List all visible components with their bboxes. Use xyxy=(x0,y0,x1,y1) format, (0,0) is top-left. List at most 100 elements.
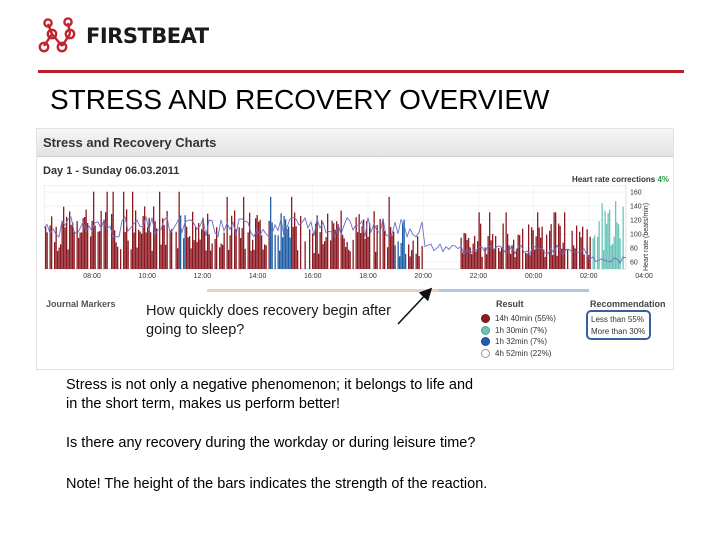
recommendation-label: Recommendation xyxy=(590,299,666,309)
bar xyxy=(262,249,264,269)
bar xyxy=(366,221,368,269)
bar xyxy=(516,248,518,269)
result-text: 14h 40min (55%) xyxy=(495,314,556,324)
bar xyxy=(51,216,53,269)
result-label: Result xyxy=(496,299,524,309)
bar xyxy=(514,257,516,269)
bar xyxy=(163,224,165,269)
bar xyxy=(204,231,206,269)
stress-dot-icon xyxy=(481,314,490,324)
bar xyxy=(147,227,149,269)
bar xyxy=(348,249,350,269)
bar xyxy=(309,229,311,269)
bar xyxy=(177,248,179,269)
bar xyxy=(261,235,263,269)
bar xyxy=(333,223,335,269)
bar xyxy=(114,230,116,269)
bar xyxy=(280,213,282,269)
bar xyxy=(49,225,51,269)
bar xyxy=(187,237,189,269)
bar xyxy=(318,253,320,269)
bar xyxy=(466,239,468,269)
bar xyxy=(588,255,590,269)
bar xyxy=(84,217,86,269)
bar xyxy=(165,244,167,269)
bar xyxy=(73,231,75,269)
x-tick-label: 22:00 xyxy=(470,273,488,280)
x-tick-label: 04:00 xyxy=(635,273,653,280)
bar xyxy=(508,245,510,269)
x-tick-label: 02:00 xyxy=(580,273,598,280)
bar xyxy=(184,215,186,269)
bar xyxy=(171,229,173,269)
bar xyxy=(604,210,606,269)
bar xyxy=(93,191,95,269)
bar xyxy=(159,191,161,269)
bar xyxy=(297,250,299,269)
bar xyxy=(321,220,323,269)
bar xyxy=(285,219,287,269)
bar xyxy=(138,229,140,269)
bar xyxy=(139,231,141,269)
bar xyxy=(141,233,143,269)
bar xyxy=(592,238,594,269)
bar xyxy=(70,224,72,269)
bar xyxy=(480,223,482,269)
bar xyxy=(613,236,615,269)
bar xyxy=(576,225,578,269)
x-tick-labels: 08:00 10:00 12:00 14:00 16:00 18:00 20:00 22:00… xyxy=(83,273,653,280)
bar xyxy=(379,219,381,269)
slide-title: STRESS AND RECOVERY OVERVIEW xyxy=(50,84,550,115)
bar xyxy=(63,206,65,269)
bar xyxy=(556,255,558,269)
bar xyxy=(391,235,393,269)
bar xyxy=(511,245,513,269)
bar xyxy=(499,251,501,269)
bar xyxy=(255,218,257,269)
bar xyxy=(268,220,270,269)
bar xyxy=(178,191,180,269)
bar xyxy=(211,243,213,269)
bar xyxy=(582,226,584,269)
bar xyxy=(148,217,150,269)
callout-box: How quickly does recovery begin after go… xyxy=(140,294,406,346)
bar xyxy=(105,212,107,269)
bar xyxy=(552,254,554,269)
bar xyxy=(330,240,332,269)
bar xyxy=(502,223,504,269)
bar xyxy=(469,247,471,269)
bar xyxy=(175,231,177,269)
bar xyxy=(537,212,539,269)
result-item-stress: 14h 40min (55%) xyxy=(481,313,556,325)
bar xyxy=(156,228,158,269)
bar xyxy=(487,235,489,269)
bar xyxy=(46,232,48,269)
bar xyxy=(180,215,182,269)
result-item-recovery: 1h 30min (7%) xyxy=(481,325,556,337)
bar xyxy=(405,253,407,269)
bar xyxy=(258,221,260,269)
bar xyxy=(67,249,69,269)
bar xyxy=(562,242,564,269)
bar xyxy=(369,223,371,269)
bar xyxy=(408,244,410,269)
journal-marker-strip xyxy=(207,289,439,292)
bar xyxy=(117,246,119,269)
bar xyxy=(612,243,614,269)
bar xyxy=(528,224,530,269)
bar xyxy=(135,210,137,269)
bar xyxy=(207,213,209,269)
bar xyxy=(492,234,494,269)
bar xyxy=(561,248,563,269)
bar xyxy=(543,249,545,269)
bar xyxy=(69,211,71,269)
bar xyxy=(208,234,210,269)
bar xyxy=(169,230,171,269)
bar xyxy=(201,229,203,269)
result-item-activity: 1h 32min (7%) xyxy=(481,336,556,348)
hr-corrections: Heart rate corrections 4% xyxy=(572,175,669,184)
x-tick-label: 08:00 xyxy=(83,273,101,280)
bar xyxy=(111,213,113,269)
bar xyxy=(486,254,488,269)
bar xyxy=(319,232,321,269)
